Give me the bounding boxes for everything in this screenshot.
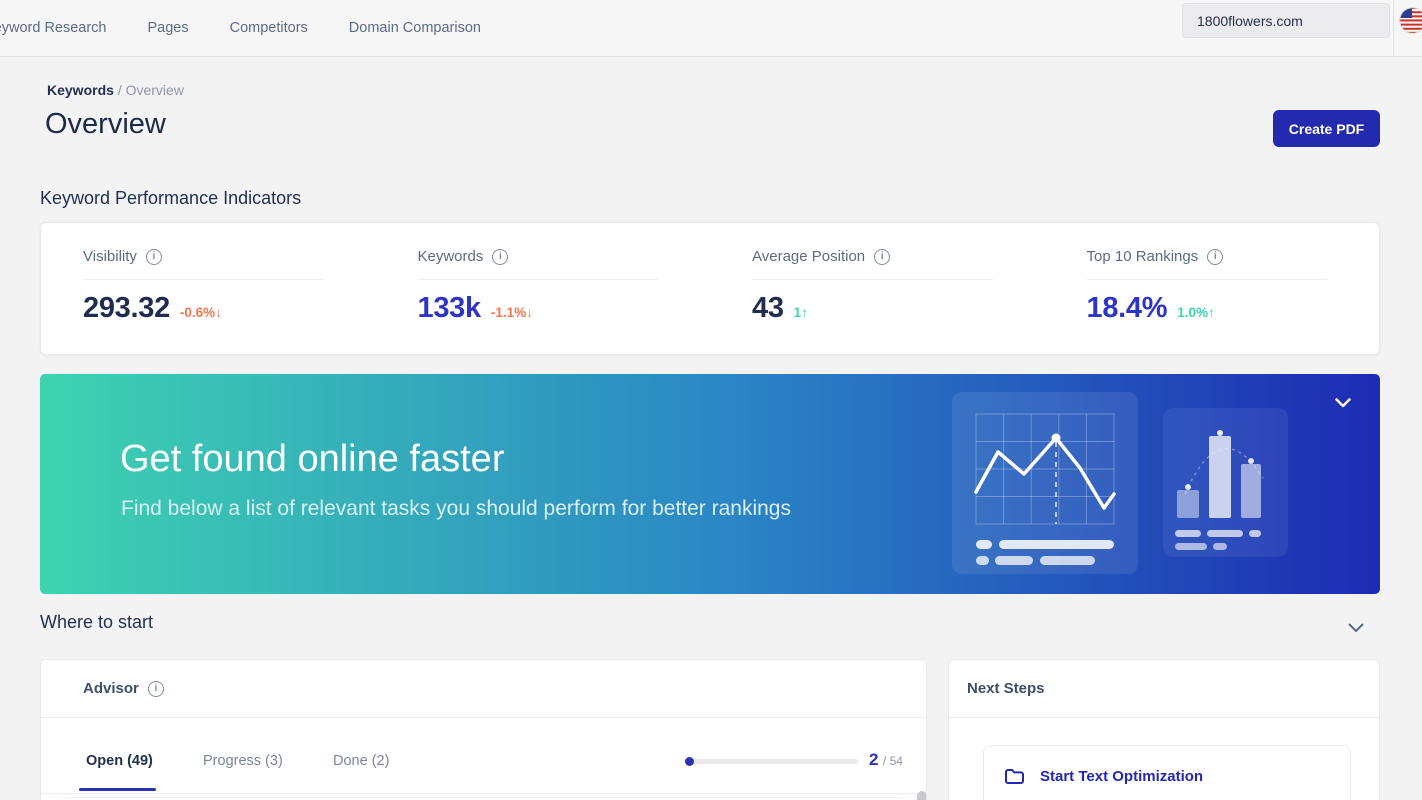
advisor-progress-count: 2 / 54 [869, 750, 903, 770]
kpi-section-heading: Keyword Performance Indicators [40, 188, 302, 208]
top-nav: Keyword Research Pages Competitors Domai… [0, 0, 481, 56]
up-arrow-icon: ↑ [801, 305, 808, 320]
top-nav-bar: Keyword Research Pages Competitors Domai… [0, 0, 1422, 57]
advisor-tabs: Open (49) Progress (3) Done (2) [41, 718, 926, 793]
progress-current: 2 [869, 750, 879, 769]
info-icon[interactable]: i [145, 248, 162, 265]
divider [417, 279, 658, 280]
kpi-delta: 1↑ [793, 305, 808, 320]
topbar-divider [1393, 0, 1394, 56]
kpi-keywords: Keywords i 133k -1.1%↓ [376, 223, 711, 354]
progress-total: / 54 [882, 754, 903, 768]
advisor-title: Advisor [83, 680, 139, 697]
advisor-header: Advisor i [41, 660, 926, 718]
breadcrumb-page: Overview [125, 82, 184, 98]
info-icon[interactable]: i [492, 248, 509, 265]
kpi-delta: 1.0%↑ [1177, 305, 1215, 320]
next-steps-card: Next Steps Start Text Optimization [948, 659, 1380, 800]
where-to-start-heading: Where to start [40, 612, 154, 632]
breadcrumb-section[interactable]: Keywords [47, 82, 114, 98]
nav-item-domain-comparison[interactable]: Domain Comparison [348, 20, 481, 36]
next-step-item[interactable]: Start Text Optimization [983, 745, 1351, 800]
banner-subtitle: Find below a list of relevant tasks you … [121, 497, 791, 520]
breadcrumb-separator: / [117, 82, 122, 98]
kpi-visibility: Visibility i 293.32 -0.6%↓ [41, 223, 376, 354]
kpi-top10-rankings: Top 10 Rankings i 18.4% 1.0%↑ [1045, 223, 1380, 354]
kpi-value: 293.32 [83, 292, 170, 324]
next-step-label: Start Text Optimization [1040, 767, 1204, 785]
info-icon[interactable]: i [1207, 248, 1224, 265]
up-arrow-icon: ↑ [1208, 305, 1215, 320]
down-arrow-icon: ↓ [215, 305, 222, 320]
advisor-progress-track [686, 759, 858, 764]
folder-icon [1004, 768, 1025, 785]
divider [41, 793, 926, 794]
kpi-label: Top 10 Rankings [1086, 248, 1199, 265]
line-chart-illustration [952, 392, 1138, 574]
where-to-start-collapse-chevron-icon[interactable] [1348, 620, 1364, 632]
kpi-value: 18.4% [1086, 292, 1168, 324]
divider [752, 279, 993, 280]
nav-item-keyword-research[interactable]: Keyword Research [0, 20, 107, 36]
banner-title: Get found online faster [120, 438, 505, 480]
nav-item-pages[interactable]: Pages [147, 20, 189, 36]
tab-done[interactable]: Done (2) [333, 753, 390, 769]
info-icon[interactable]: i [874, 248, 891, 265]
advisor-progress-indicator [685, 757, 694, 766]
domain-input[interactable]: 1800flowers.com [1182, 3, 1390, 38]
us-flag-icon[interactable] [1399, 7, 1422, 34]
kpi-delta: -1.1%↓ [490, 305, 533, 320]
nav-item-competitors[interactable]: Competitors [229, 20, 308, 36]
kpi-label: Average Position [752, 248, 866, 265]
divider [1086, 279, 1327, 280]
page-title: Overview [45, 108, 166, 140]
down-arrow-icon: ↓ [526, 305, 533, 320]
advisor-card: Advisor i Open (49) Progress (3) Done (2… [40, 659, 927, 800]
banner-collapse-chevron-icon[interactable] [1335, 395, 1351, 408]
next-steps-title: Next Steps [967, 680, 1045, 697]
tab-open[interactable]: Open (49) [86, 753, 153, 769]
kpi-card: Visibility i 293.32 -0.6%↓ Keywords i 13… [40, 222, 1380, 355]
promo-banner: Get found online faster Find below a lis… [40, 374, 1380, 594]
kpi-delta: -0.6%↓ [179, 305, 222, 320]
create-pdf-button[interactable]: Create PDF [1273, 110, 1380, 147]
divider [83, 279, 324, 280]
kpi-label: Keywords [417, 248, 484, 265]
kpi-label: Visibility [83, 248, 137, 265]
active-tab-underline [79, 788, 156, 791]
next-steps-header: Next Steps [949, 660, 1379, 718]
kpi-value: 133k [417, 292, 482, 324]
kpi-average-position: Average Position i 43 1↑ [710, 223, 1045, 354]
domain-input-value: 1800flowers.com [1197, 12, 1303, 29]
kpi-value: 43 [752, 292, 784, 324]
bar-chart-illustration [1163, 408, 1288, 557]
info-icon[interactable]: i [147, 680, 164, 697]
breadcrumb: Keywords / Overview [47, 82, 184, 98]
tab-progress[interactable]: Progress (3) [203, 753, 283, 769]
advisor-scrollbar-thumb[interactable] [917, 791, 926, 800]
